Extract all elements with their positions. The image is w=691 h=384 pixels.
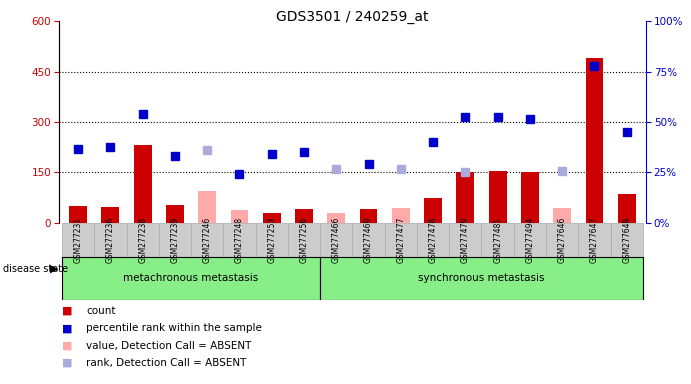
Text: GSM277256: GSM277256 — [299, 217, 308, 263]
Text: GSM277477: GSM277477 — [397, 217, 406, 263]
Text: GSM277253: GSM277253 — [267, 217, 276, 263]
Bar — [102, 207, 120, 223]
Text: GSM277239: GSM277239 — [171, 217, 180, 263]
Text: ■: ■ — [62, 358, 73, 368]
Bar — [62, 257, 320, 300]
Text: GSM277494: GSM277494 — [525, 217, 534, 263]
Bar — [385, 223, 417, 257]
Bar — [295, 209, 313, 223]
Bar — [521, 172, 539, 223]
Bar — [126, 223, 159, 257]
Bar — [134, 146, 151, 223]
Text: GSM277231: GSM277231 — [74, 217, 83, 263]
Bar — [611, 223, 643, 257]
Bar — [159, 223, 191, 257]
Bar — [546, 223, 578, 257]
Bar — [352, 223, 385, 257]
Bar — [482, 223, 514, 257]
Text: synchronous metastasis: synchronous metastasis — [418, 273, 545, 283]
Bar — [198, 191, 216, 223]
Bar — [360, 209, 377, 223]
Bar — [191, 223, 223, 257]
Bar — [69, 206, 87, 223]
Bar — [585, 58, 603, 223]
Bar — [166, 205, 184, 223]
Bar — [457, 172, 474, 223]
Text: rank, Detection Call = ABSENT: rank, Detection Call = ABSENT — [86, 358, 247, 368]
Text: GSM277466: GSM277466 — [332, 217, 341, 263]
Bar — [256, 223, 288, 257]
Bar — [514, 223, 546, 257]
Bar — [489, 170, 507, 223]
Text: GSM277648: GSM277648 — [622, 217, 631, 263]
Text: metachronous metastasis: metachronous metastasis — [124, 273, 258, 283]
Text: ▶: ▶ — [50, 264, 58, 274]
Bar — [320, 257, 643, 300]
Bar — [320, 223, 352, 257]
Bar — [618, 194, 636, 223]
Bar — [553, 208, 571, 223]
Bar — [449, 223, 482, 257]
Text: ■: ■ — [62, 306, 73, 316]
Text: GSM277646: GSM277646 — [558, 217, 567, 263]
Bar — [424, 197, 442, 223]
Text: GSM277238: GSM277238 — [138, 217, 147, 263]
Bar — [263, 214, 281, 223]
Text: GSM277479: GSM277479 — [461, 217, 470, 263]
Text: GSM277478: GSM277478 — [428, 217, 437, 263]
Text: GSM277647: GSM277647 — [590, 217, 599, 263]
Bar — [288, 223, 320, 257]
Text: value, Detection Call = ABSENT: value, Detection Call = ABSENT — [86, 341, 252, 351]
Bar — [94, 223, 126, 257]
Text: percentile rank within the sample: percentile rank within the sample — [86, 323, 263, 333]
Text: GSM277246: GSM277246 — [202, 217, 211, 263]
Text: GSM277248: GSM277248 — [235, 217, 244, 263]
Text: count: count — [86, 306, 116, 316]
Bar — [392, 208, 410, 223]
Text: GSM277236: GSM277236 — [106, 217, 115, 263]
Bar — [578, 223, 611, 257]
Bar — [417, 223, 449, 257]
Bar — [231, 210, 248, 223]
Text: disease state: disease state — [3, 264, 68, 274]
Text: ■: ■ — [62, 323, 73, 333]
Text: GSM277481: GSM277481 — [493, 217, 502, 263]
Text: GDS3501 / 240259_at: GDS3501 / 240259_at — [276, 10, 428, 23]
Bar — [223, 223, 256, 257]
Text: ■: ■ — [62, 341, 73, 351]
Bar — [62, 223, 94, 257]
Text: GSM277469: GSM277469 — [364, 217, 373, 263]
Bar — [328, 214, 345, 223]
